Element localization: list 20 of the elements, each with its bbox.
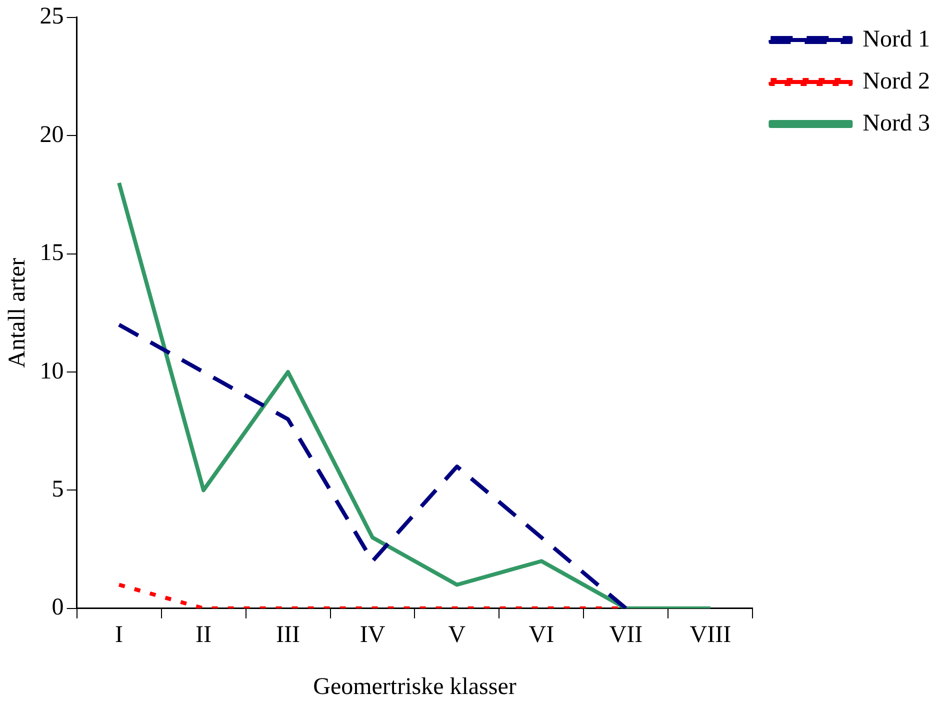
y-tick-label: 10	[40, 358, 64, 384]
y-tick-label: 5	[52, 476, 64, 502]
legend-label: Nord 1	[862, 26, 930, 52]
x-tick-label: I	[115, 622, 124, 648]
x-axis-title: Geomertriske klasser	[313, 674, 516, 700]
y-tick-label: 25	[40, 4, 64, 30]
x-tick-label: II	[196, 622, 212, 648]
x-tick-label: III	[276, 622, 300, 648]
y-axis-title: Antall arter	[4, 258, 31, 368]
x-tick-label: VIII	[690, 622, 732, 648]
x-tick-label: V	[448, 622, 466, 648]
y-tick-label: 20	[40, 122, 64, 148]
line-series	[117, 322, 628, 608]
x-tick-label: IV	[360, 622, 386, 648]
y-tick-label: 0	[52, 594, 64, 621]
legend-label: Nord 2	[862, 68, 930, 94]
y-tick-label: 15	[40, 240, 64, 266]
x-tick-label: VII	[609, 622, 643, 648]
x-tick-label: VI	[528, 622, 554, 648]
legend-label: Nord 3	[862, 110, 930, 136]
